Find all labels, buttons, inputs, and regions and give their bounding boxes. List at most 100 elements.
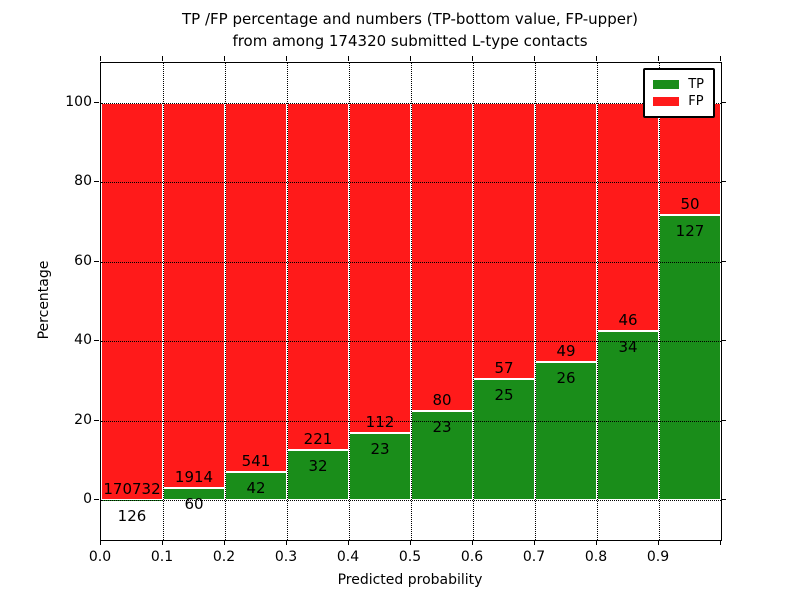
- x-gridline: [535, 63, 536, 540]
- tp-count-label: 34: [618, 338, 638, 357]
- y-gridline: [101, 261, 721, 263]
- x-tick-mark: [100, 56, 101, 61]
- x-tick-label: 0.0: [88, 549, 112, 565]
- y-gridline: [101, 182, 721, 184]
- fp-bar-segment: [411, 102, 473, 412]
- y-tick-mark: [94, 419, 99, 421]
- x-gridline: [659, 63, 660, 540]
- x-tick-label: 0.6: [460, 549, 484, 565]
- y-tick-label: 80: [74, 173, 92, 190]
- fp-bar-segment: [225, 102, 287, 472]
- x-tick-mark: [348, 540, 349, 545]
- fp-legend-swatch: [653, 97, 680, 106]
- chart-title-line1: TP /FP percentage and numbers (TP-bottom…: [182, 10, 638, 28]
- x-tick-mark: [534, 540, 535, 545]
- y-tick-mark: [94, 101, 99, 103]
- x-tick-mark: [410, 540, 411, 545]
- fp-legend-label: FP: [688, 94, 704, 109]
- fp-count-label: 112: [365, 412, 395, 431]
- tp-legend-label: TP: [688, 77, 704, 92]
- x-tick-label: 0.8: [584, 549, 608, 565]
- x-tick-mark: [658, 56, 659, 61]
- tp-count-label: 23: [370, 439, 390, 458]
- fp-bar-segment: [473, 102, 535, 380]
- tp-count-label: 42: [246, 478, 266, 497]
- fp-count-label: 49: [556, 342, 576, 361]
- y-tick-mark: [721, 419, 726, 421]
- tp-bar-segment: [287, 449, 349, 501]
- tp-count-label: 26: [556, 369, 576, 388]
- x-tick-mark: [286, 540, 287, 545]
- x-tick-label: 0.7: [522, 549, 546, 565]
- fp-count-label: 1914: [174, 468, 214, 487]
- y-tick-label: 20: [74, 411, 92, 428]
- fp-count-label: 221: [303, 429, 333, 448]
- fp-count-label: 541: [241, 451, 271, 470]
- x-tick-mark: [286, 56, 287, 61]
- tp-count-label: 126: [117, 506, 147, 525]
- y-tick-label: 40: [74, 332, 92, 349]
- y-tick-mark: [721, 260, 726, 262]
- tp-count-label: 32: [308, 456, 328, 475]
- x-gridline: [287, 63, 288, 540]
- x-gridline: [473, 63, 474, 540]
- tp-bar-segment: [473, 379, 535, 501]
- chart-title: TP /FP percentage and numbers (TP-bottom…: [100, 8, 720, 52]
- fp-count-label: 170732: [103, 479, 161, 498]
- tp-count-label: 127: [675, 222, 705, 241]
- x-gridline: [411, 63, 412, 540]
- tp-bar-segment: [535, 362, 597, 501]
- y-tick-mark: [94, 260, 99, 262]
- y-tick-label: 100: [65, 93, 92, 110]
- fp-count-label: 46: [618, 311, 638, 330]
- x-tick-mark: [224, 540, 225, 545]
- fp-count-label: 57: [494, 359, 514, 378]
- x-tick-mark: [596, 56, 597, 61]
- chart-title-line2: from among 174320 submitted L-type conta…: [232, 32, 588, 50]
- y-gridline: [101, 341, 721, 343]
- x-tick-label: 0.4: [336, 549, 360, 565]
- tp-count-label: 60: [184, 495, 204, 514]
- grid-layer: [101, 63, 721, 540]
- x-tick-mark: [472, 540, 473, 545]
- x-gridline: [349, 63, 350, 540]
- y-gridline: [101, 420, 721, 422]
- bars-layer: [101, 63, 721, 540]
- y-tick-mark: [721, 340, 726, 342]
- y-tick-label: 60: [74, 252, 92, 269]
- x-tick-mark: [658, 540, 659, 545]
- x-tick-mark: [348, 56, 349, 61]
- fp-bar-segment: [101, 102, 163, 500]
- x-gridline: [163, 63, 164, 540]
- x-tick-mark: [534, 56, 535, 61]
- x-tick-mark: [596, 540, 597, 545]
- x-tick-mark: [410, 56, 411, 61]
- y-tick-mark: [721, 181, 726, 183]
- y-axis-label: Percentage: [36, 260, 52, 340]
- y-tick-mark: [94, 340, 99, 342]
- legend-row-tp: TP: [653, 76, 704, 93]
- x-tick-mark: [162, 540, 163, 545]
- y-tick-mark: [94, 499, 99, 501]
- x-tick-label: 0.5: [398, 549, 422, 565]
- x-tick-mark: [100, 540, 101, 545]
- bar-labels-layer: 170732 126 1914 60 541 42 221 32 112 23 80 23 57 25 49…: [101, 63, 721, 540]
- tp-count-label: 25: [494, 386, 514, 405]
- fp-bar-segment: [163, 102, 225, 489]
- x-gridline: [225, 63, 226, 540]
- y-tick-mark: [721, 101, 726, 103]
- y-tick-label: 0: [83, 491, 92, 508]
- x-gridline: [597, 63, 598, 540]
- tp-legend-swatch: [653, 80, 680, 89]
- tp-count-label: 23: [432, 418, 452, 437]
- x-tick-label: 0.2: [212, 549, 236, 565]
- fp-count-label: 80: [432, 391, 452, 410]
- x-tick-label: 0.9: [646, 549, 670, 565]
- x-axis-label: Predicted probability: [337, 572, 483, 588]
- y-gridline: [101, 102, 721, 104]
- x-tick-mark: [472, 56, 473, 61]
- y-gridline: [101, 500, 721, 502]
- x-tick-label: 0.3: [274, 549, 298, 565]
- legend: TP FP: [643, 68, 715, 118]
